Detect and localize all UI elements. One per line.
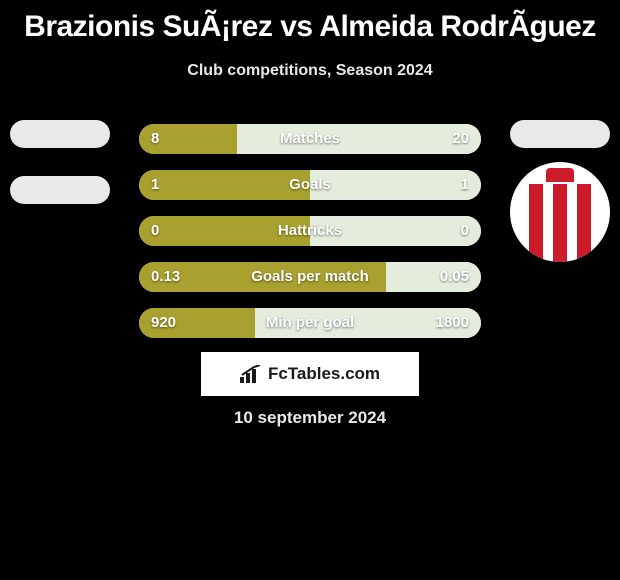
stat-bar-value-right: 1800 [436,308,469,338]
player-right-photo-placeholder [510,120,610,148]
chart-icon [240,365,262,383]
stat-bar-value-left: 0.13 [151,262,180,292]
stat-bar: Hattricks0 0 [139,216,481,246]
stat-bar: Goals per match0.13 0.05 [139,262,481,292]
stat-bar-label: Goals per match [139,262,481,292]
player-right-avatar-area [510,120,610,220]
stat-bar-label: Min per goal [139,308,481,338]
stats-bars: Matches8 20 Goals1 1 Hattricks0 0 Goals per ma… [139,124,481,354]
branding-badge: FcTables.com [201,352,419,396]
stat-bar-value-left: 920 [151,308,176,338]
stat-bar-value-left: 0 [151,216,159,246]
player-left-photo-placeholder [10,120,110,148]
stat-bar-value-right: 1 [461,170,469,200]
stat-bar-label: Goals [139,170,481,200]
stat-bar-value-right: 20 [452,124,469,154]
player-left-club-placeholder [10,176,110,204]
branding-text: FcTables.com [268,364,380,384]
stat-bar: Min per goal920 1800 [139,308,481,338]
date-label: 10 september 2024 [0,408,620,428]
stat-bar-label: Hattricks [139,216,481,246]
page-subtitle: Club competitions, Season 2024 [0,62,620,80]
player-left-avatar-area [10,120,110,220]
stat-bar-value-right: 0.05 [440,262,469,292]
stat-bar-value-right: 0 [461,216,469,246]
stat-bar: Goals1 1 [139,170,481,200]
stat-bar-value-left: 8 [151,124,159,154]
stat-bar-label: Matches [139,124,481,154]
stat-bar: Matches8 20 [139,124,481,154]
page-title: Brazionis SuÃ¡rez vs Almeida RodrÃ­guez [0,0,620,44]
stat-bar-value-left: 1 [151,170,159,200]
player-right-club-badge [510,162,610,262]
